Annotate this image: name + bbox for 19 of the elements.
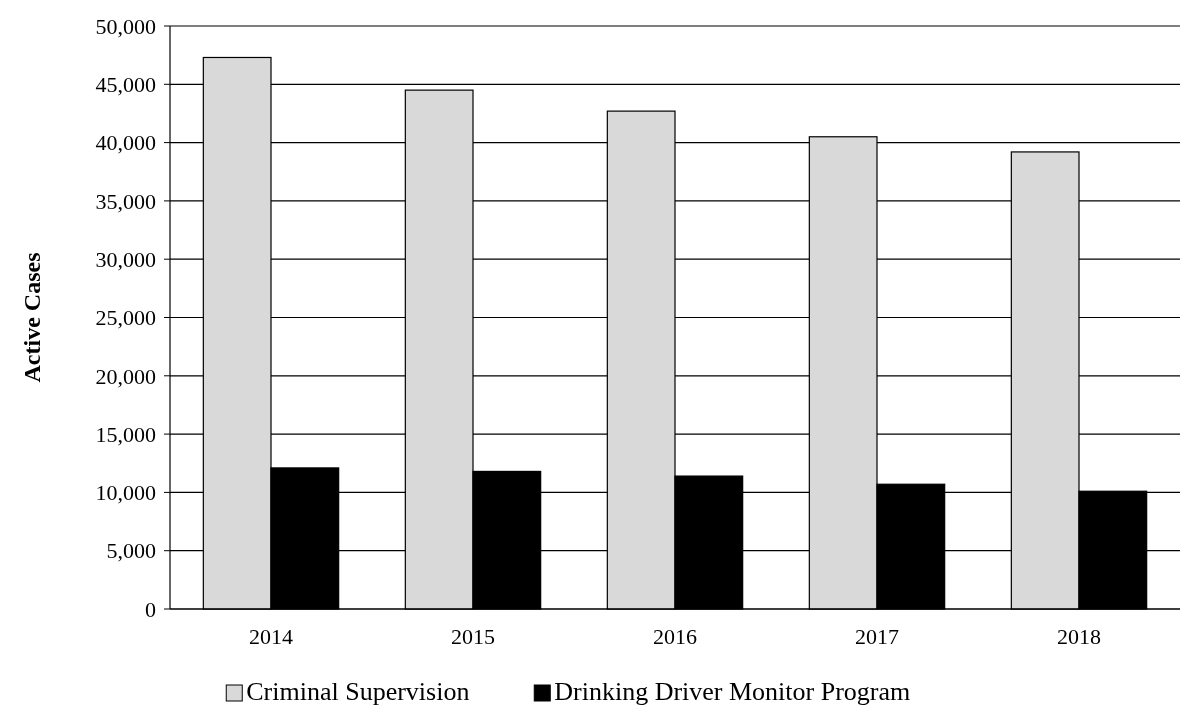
- y-tick-label: 5,000: [106, 538, 156, 564]
- x-tick-label: 2018: [1057, 624, 1101, 649]
- x-tick-label: 2015: [451, 624, 495, 649]
- y-axis-title: Active Cases: [19, 252, 45, 383]
- y-tick-label: 20,000: [95, 363, 156, 389]
- y-tick-label: 50,000: [95, 13, 156, 39]
- y-tick-label: 30,000: [95, 246, 156, 272]
- y-tick-label: 15,000: [95, 421, 156, 447]
- y-tick-label: 35,000: [95, 188, 156, 214]
- x-tick-label: 2017: [855, 624, 899, 649]
- x-tick-label: 2016: [653, 624, 697, 649]
- y-tick-label: 10,000: [95, 480, 156, 506]
- y-tick-label: 40,000: [95, 130, 156, 156]
- y-tick-label: 45,000: [95, 72, 156, 97]
- x-tick-label: 2014: [249, 624, 293, 649]
- y-tick-label: 25,000: [95, 305, 156, 331]
- legend-label: Criminal Supervision: [246, 677, 470, 706]
- legend-label: Drinking Driver Monitor Program: [554, 677, 911, 706]
- y-tick-label: 0: [145, 596, 156, 622]
